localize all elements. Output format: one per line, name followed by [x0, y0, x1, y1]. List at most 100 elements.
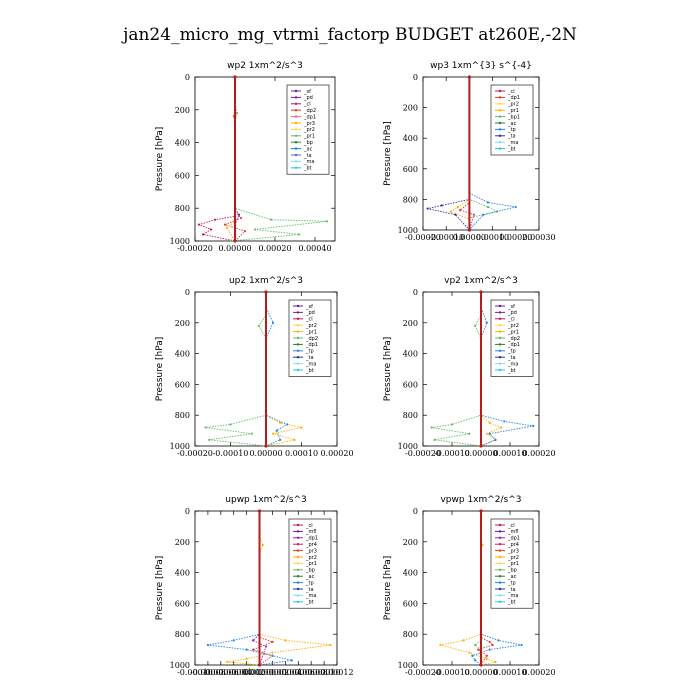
legend-marker [498, 115, 502, 118]
x-tick-label: 0.00040 [298, 244, 331, 253]
series-point [235, 111, 239, 115]
y-tick-label: 0 [413, 507, 418, 516]
series-line [459, 77, 475, 231]
series-point [479, 290, 483, 294]
legend-marker [296, 530, 300, 533]
series-line [480, 292, 534, 447]
y-axis-label: Pressure [hPa] [383, 121, 393, 186]
panel-title: vp2 1xm^2/s^3 [444, 276, 518, 286]
series-point [488, 421, 491, 424]
series-point [300, 426, 303, 429]
legend-label: _tp [507, 580, 516, 586]
series-point [450, 423, 454, 426]
x-tick-label: 0.00020 [258, 244, 291, 253]
legend-label: _cl [507, 317, 515, 323]
series-point [485, 657, 488, 660]
y-tick-label: 1000 [398, 226, 418, 235]
legend-marker [296, 594, 300, 597]
series-point [208, 438, 211, 441]
legend-marker [498, 587, 502, 591]
legend-label: _dp1 [305, 536, 318, 542]
legend-marker [294, 153, 298, 157]
series-point [497, 639, 500, 642]
y-tick-label: 0 [185, 73, 190, 82]
legend-marker [498, 349, 502, 352]
legend-label: _bp [303, 140, 313, 146]
legend-label: _tp [305, 349, 314, 355]
series-point [245, 657, 248, 660]
legend-marker [498, 568, 502, 571]
legend-marker [498, 134, 502, 137]
x-tick-label: 0.00020 [499, 233, 532, 242]
series-point [290, 659, 293, 662]
series-point [237, 213, 241, 216]
panel-title: wp3 1xm^{3} s^{-4} [430, 61, 532, 71]
legend-marker [498, 523, 502, 527]
y-tick-label: 0 [413, 288, 418, 297]
plot-frame [422, 76, 540, 231]
series-line [265, 292, 289, 447]
legend-label: _pr2 [305, 555, 317, 561]
legend-label: _dp1 [507, 342, 520, 348]
series-point [494, 660, 497, 664]
series-point [272, 321, 275, 324]
series-point [449, 210, 452, 213]
legend-marker [296, 562, 300, 565]
series-point [500, 426, 503, 429]
series-point [239, 216, 243, 220]
y-tick-label: 1000 [398, 442, 418, 451]
series-point [264, 645, 268, 648]
series-line [207, 511, 292, 666]
legend-label: _dp2 [303, 108, 316, 114]
legend-label: _bp1 [507, 114, 520, 120]
legend-marker [498, 330, 502, 333]
series-point [462, 639, 465, 642]
series-point [439, 643, 442, 647]
y-tick-label: 1000 [170, 442, 190, 451]
x-tick-label: 0.00002 [256, 668, 289, 677]
legend-marker [294, 166, 298, 169]
series-point [477, 648, 480, 651]
series-line [440, 511, 498, 666]
legend-label: _pr1 [303, 134, 315, 140]
legend-marker [498, 581, 502, 584]
legend-label: _pd [507, 310, 517, 316]
legend-label: _dp1 [303, 114, 316, 120]
legend-marker [498, 362, 502, 365]
legend-marker [294, 128, 298, 131]
legend-marker [498, 530, 502, 533]
series-point [209, 228, 213, 231]
series-point [297, 233, 301, 236]
legend-label: _ac [507, 121, 517, 127]
legend-marker [296, 555, 300, 559]
legend-label: _bp [305, 568, 315, 574]
legend-marker [296, 336, 300, 340]
y-tick-label: 800 [175, 411, 190, 420]
legend-label: _ma [507, 361, 518, 367]
legend-label: _bt [507, 600, 516, 606]
series-point [271, 640, 274, 644]
x-tick-label: -0.00008 [190, 668, 226, 677]
y-tick-label: 200 [403, 104, 418, 113]
x-tick-label: 0.00010 [493, 668, 526, 677]
series-point [329, 643, 332, 647]
series-point [514, 205, 517, 209]
series-point [271, 651, 274, 654]
series-point [264, 444, 268, 448]
legend-label: _pr3 [305, 548, 317, 554]
legend-marker [498, 356, 502, 359]
series-point [485, 321, 488, 324]
series-line [230, 77, 328, 242]
legend-label: _cl [507, 89, 515, 95]
y-tick-label: 200 [403, 538, 418, 547]
series-point [257, 509, 262, 513]
plot-frame [194, 510, 338, 666]
y-axis-label: Pressure [hPa] [383, 556, 393, 621]
series-point [232, 639, 235, 642]
series-point [471, 654, 474, 657]
panel-5: upwp 1xm^2/s^302004006008001000-0.00010-… [155, 495, 354, 677]
series-point [433, 438, 436, 441]
legend-label: _dp2 [305, 336, 318, 342]
x-tick-label: -0.00010 [213, 449, 249, 458]
